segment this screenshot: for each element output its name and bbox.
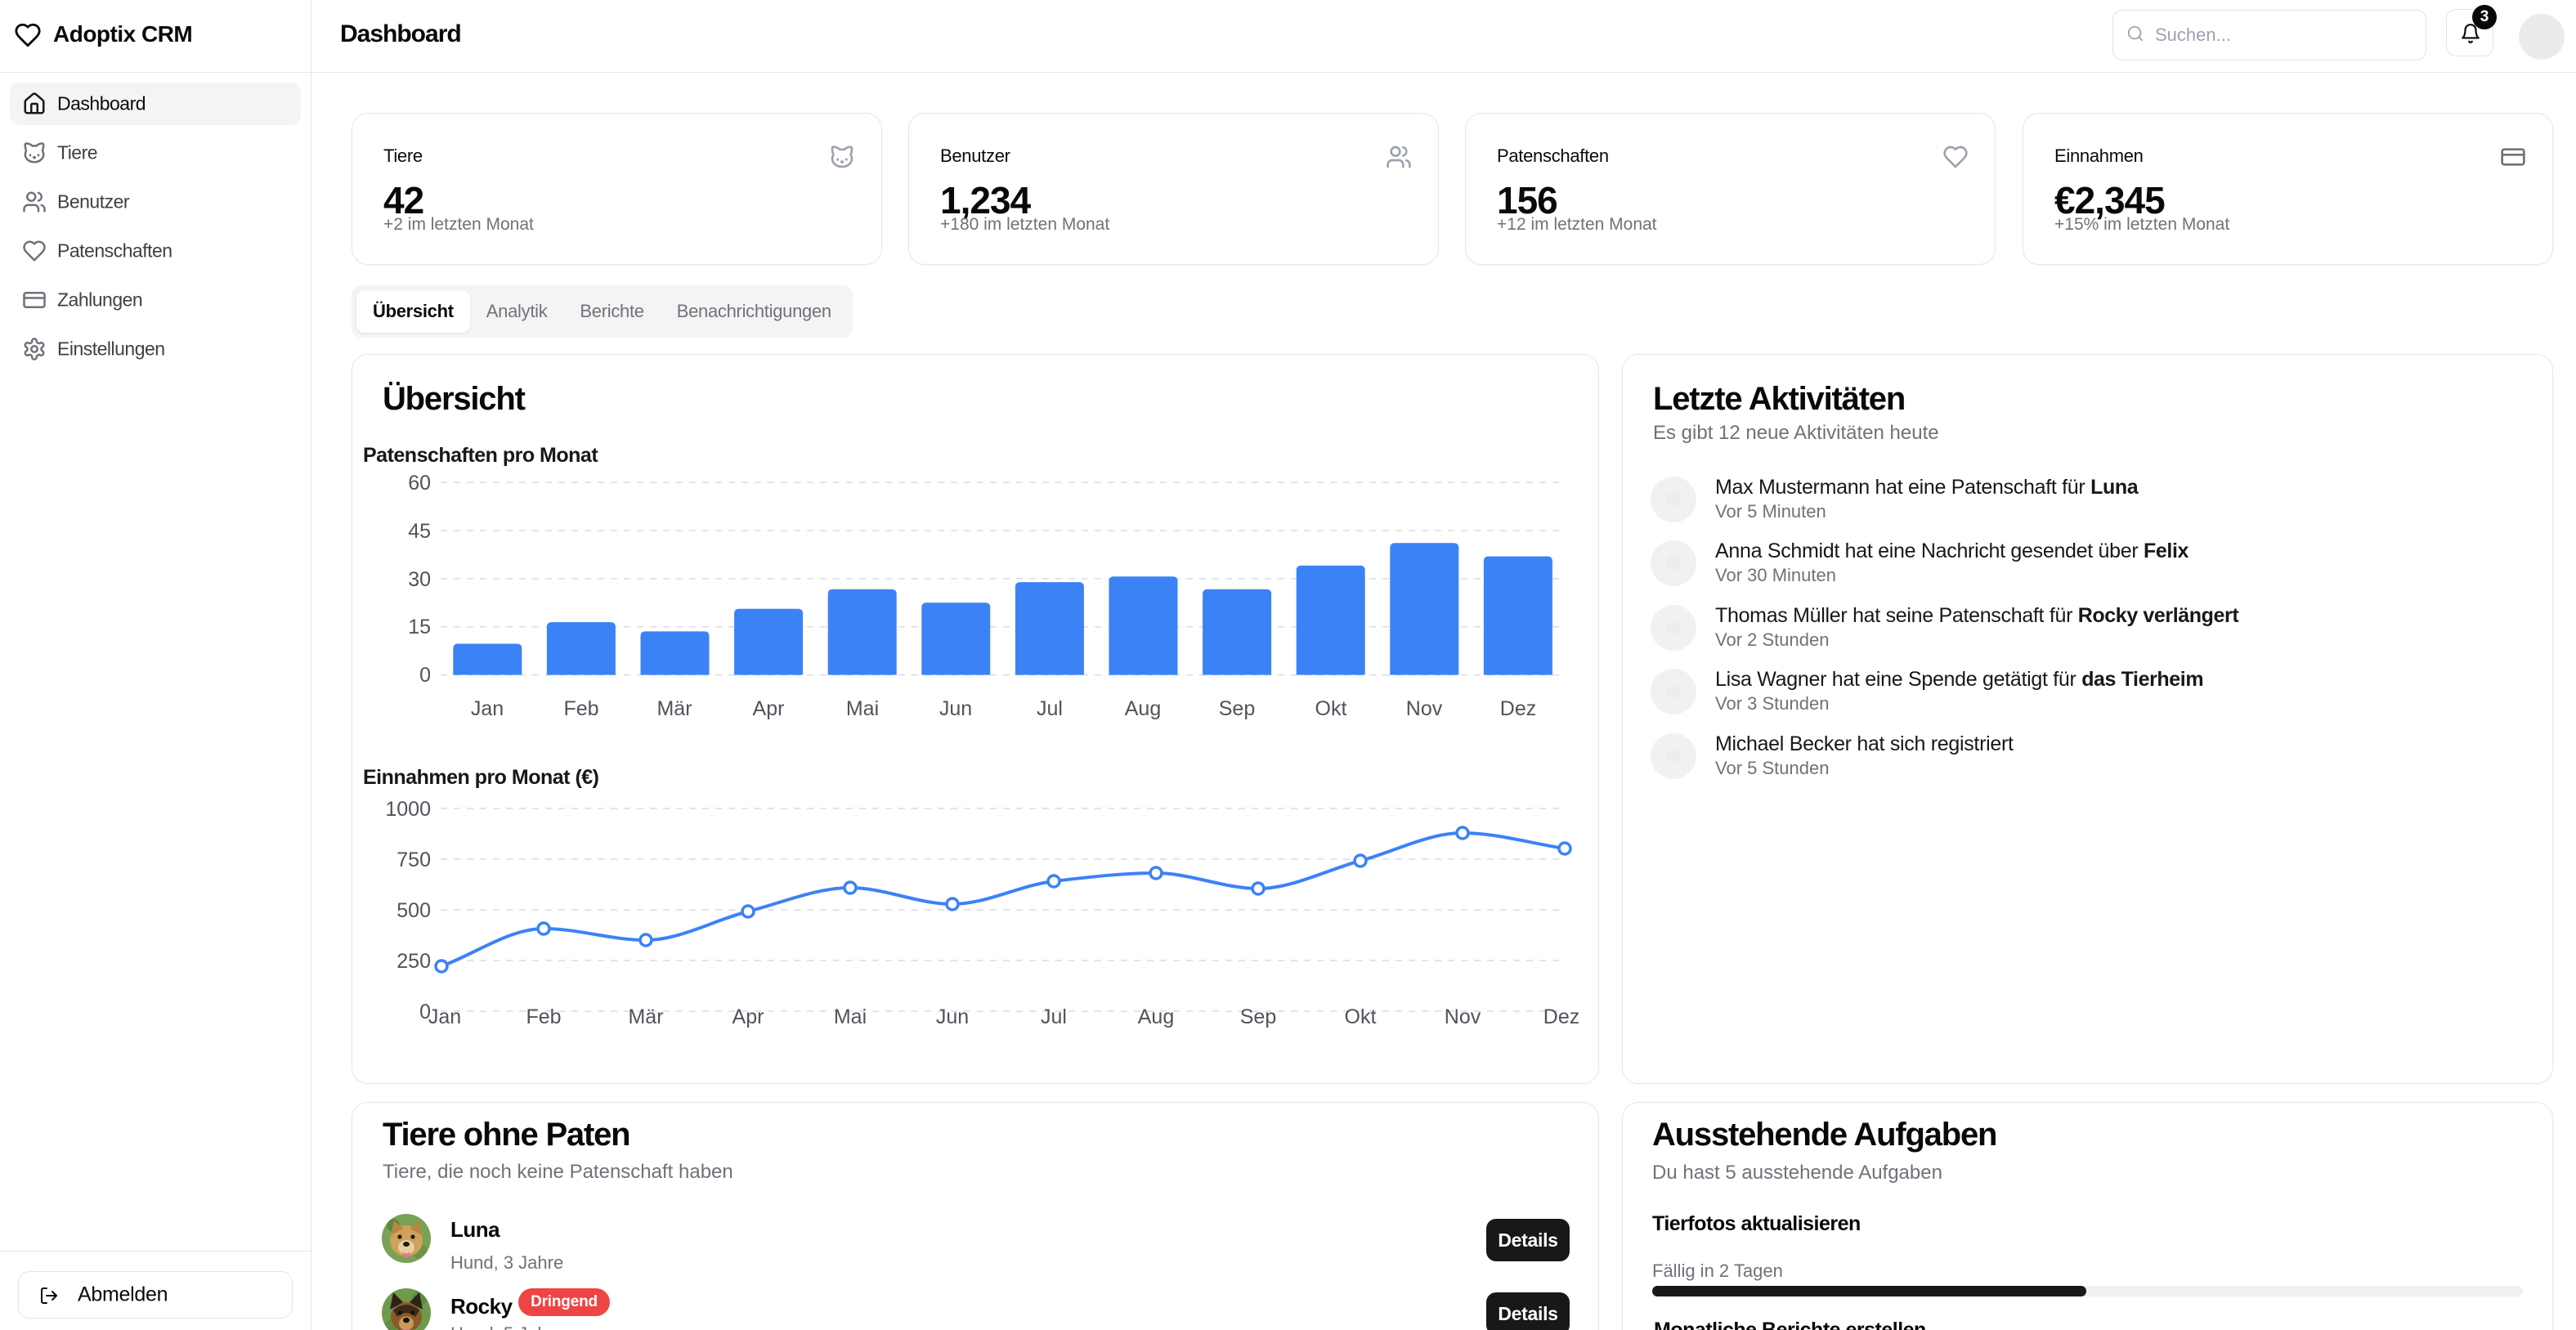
svg-text:45: 45 bbox=[408, 520, 431, 543]
svg-text:30: 30 bbox=[408, 568, 431, 591]
svg-text:500: 500 bbox=[396, 899, 431, 922]
svg-text:60: 60 bbox=[408, 472, 431, 495]
svg-text:Apr: Apr bbox=[732, 1005, 764, 1028]
svg-text:Nov: Nov bbox=[1406, 697, 1443, 720]
svg-text:Okt: Okt bbox=[1345, 1005, 1377, 1028]
svg-text:Okt: Okt bbox=[1315, 697, 1347, 720]
svg-text:Dez: Dez bbox=[1500, 697, 1536, 720]
svg-text:Apr: Apr bbox=[753, 697, 785, 720]
svg-text:Feb: Feb bbox=[526, 1005, 561, 1028]
svg-text:Nov: Nov bbox=[1445, 1005, 1481, 1028]
svg-text:750: 750 bbox=[396, 849, 431, 871]
svg-text:Aug: Aug bbox=[1138, 1005, 1174, 1028]
svg-text:Sep: Sep bbox=[1240, 1005, 1276, 1028]
svg-text:0: 0 bbox=[419, 1001, 431, 1023]
svg-text:Jan: Jan bbox=[471, 697, 504, 720]
svg-text:15: 15 bbox=[408, 616, 431, 638]
svg-text:Jul: Jul bbox=[1041, 1005, 1067, 1028]
svg-text:Mär: Mär bbox=[656, 697, 692, 720]
svg-text:Aug: Aug bbox=[1125, 697, 1161, 720]
svg-text:Mai: Mai bbox=[846, 697, 879, 720]
svg-text:Sep: Sep bbox=[1219, 697, 1255, 720]
svg-text:0: 0 bbox=[419, 664, 431, 687]
svg-text:Jun: Jun bbox=[936, 1005, 969, 1028]
svg-text:Jun: Jun bbox=[939, 697, 972, 720]
svg-text:Jan: Jan bbox=[428, 1005, 461, 1028]
svg-text:250: 250 bbox=[396, 950, 431, 973]
svg-text:1000: 1000 bbox=[385, 798, 431, 821]
svg-text:Mai: Mai bbox=[834, 1005, 867, 1028]
svg-text:Mär: Mär bbox=[628, 1005, 663, 1028]
svg-text:Jul: Jul bbox=[1037, 697, 1063, 720]
svg-text:Feb: Feb bbox=[563, 697, 598, 720]
svg-text:Dez: Dez bbox=[1543, 1005, 1579, 1028]
